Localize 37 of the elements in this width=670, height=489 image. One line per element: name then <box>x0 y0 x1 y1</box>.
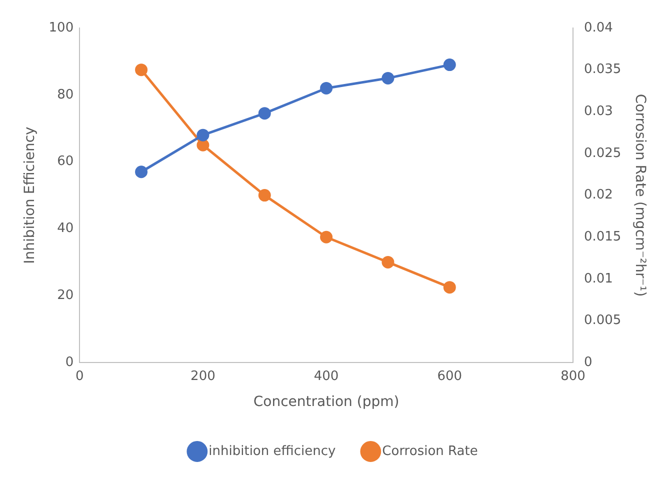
y2-tick-label: 0.01 <box>584 271 613 286</box>
y-axis-title: Inhibition Efficiency <box>22 126 38 264</box>
point <box>320 230 333 244</box>
point <box>196 138 210 152</box>
y-tick-label: 100 <box>48 20 74 36</box>
x-tick-label: 600 <box>437 368 462 384</box>
legend-label: Corrosion Rate <box>382 444 478 459</box>
y2-axis-title: Corrosion Rate (mgcm⁻²hr⁻¹) <box>632 94 648 297</box>
x-tick-label: 200 <box>190 368 216 384</box>
point <box>135 166 148 178</box>
y2-tick-label: 0.04 <box>584 20 613 36</box>
y2-tick-label: 0.02 <box>584 188 613 203</box>
y2-tick-label: 0.025 <box>584 146 622 161</box>
y-tick-label: 60 <box>57 154 74 170</box>
y-tick-label: 0 <box>65 354 74 370</box>
y-tick-label: 40 <box>57 221 74 236</box>
y2-tick-label: 0.035 <box>584 62 622 78</box>
x-tick-label: 800 <box>560 368 586 384</box>
point <box>258 107 271 120</box>
point <box>135 64 148 76</box>
x-tick-label: 0 <box>75 368 84 384</box>
point <box>382 72 394 84</box>
y-tick-label: 80 <box>57 87 74 102</box>
point <box>443 58 456 72</box>
point <box>443 281 456 294</box>
point <box>196 128 210 142</box>
y2-tick-label: 0.005 <box>584 313 622 328</box>
point <box>382 256 394 268</box>
y2-tick-label: 0.015 <box>584 230 622 244</box>
point <box>258 189 271 202</box>
x-tick-label: 400 <box>314 368 339 384</box>
y-tick-label: 20 <box>57 288 74 304</box>
x-axis-title: Concentration (ppm) <box>253 394 400 410</box>
y2-tick-label: 0.03 <box>584 104 613 120</box>
legend-label: inhibition efficiency <box>208 444 336 459</box>
y2-tick-label: 0 <box>584 354 592 370</box>
point <box>320 82 333 94</box>
